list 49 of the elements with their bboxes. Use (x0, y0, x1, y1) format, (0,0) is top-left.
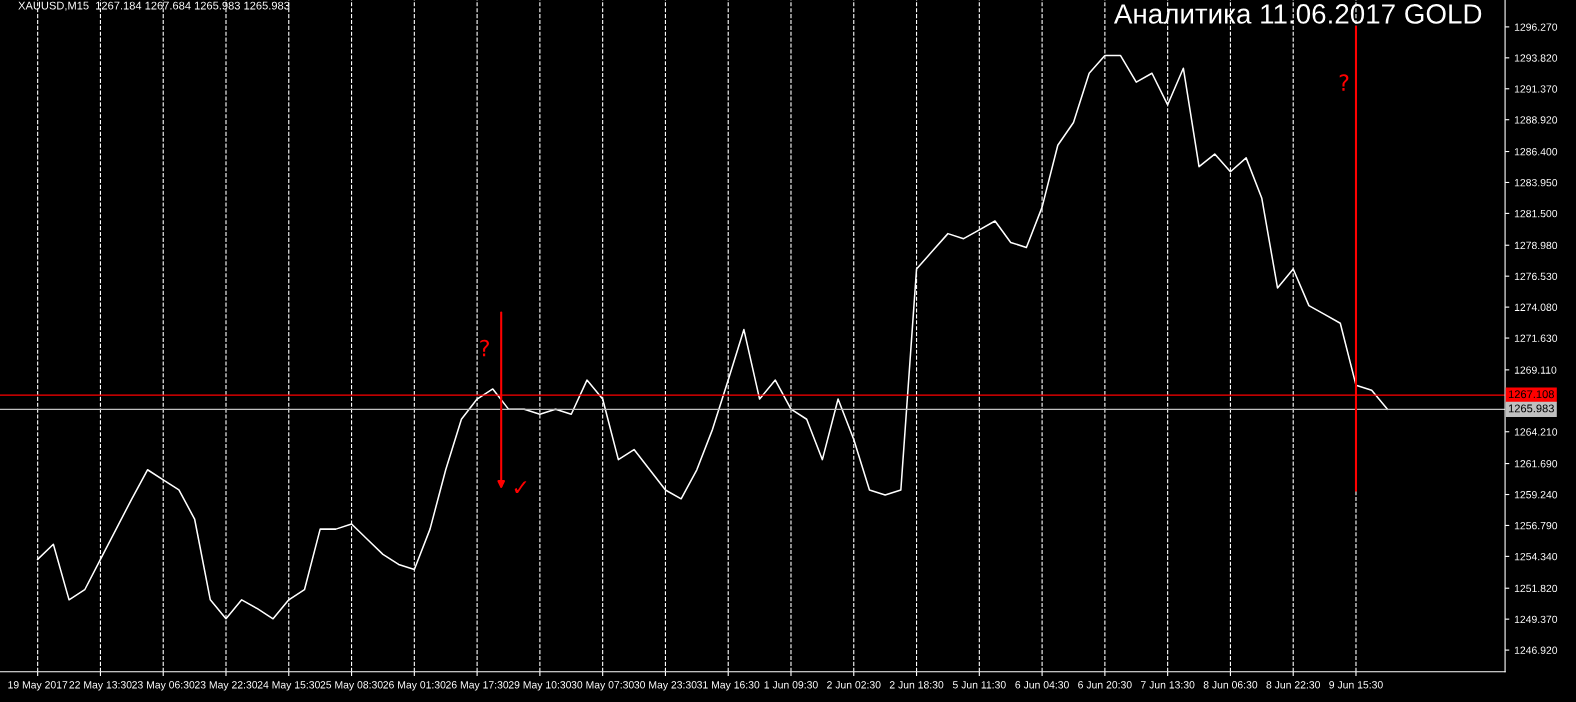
x-tick-label: 31 May 16:30 (697, 681, 760, 691)
ref-line-label: 1267.108 (1508, 390, 1554, 399)
x-tick-label: 6 Jun 20:30 (1078, 681, 1132, 689)
chart-subtitle: XAUUSD,M15 1267.184 1267.684 1265.983 1265.983 (18, 1, 290, 11)
y-tick-label: 1288.920 (1514, 116, 1558, 124)
annotation: ? (480, 339, 489, 357)
x-tick-label: 8 Jun 06:30 (1203, 681, 1258, 689)
y-tick-label: 1264.210 (1514, 428, 1558, 436)
y-tick-label: 1269.110 (1514, 366, 1557, 374)
y-tick-label: 1286.400 (1514, 148, 1558, 156)
x-tick-label: 29 May 10:30 (508, 681, 572, 691)
x-tick-label: 2 Jun 02:30 (827, 681, 881, 689)
x-tick-label: 26 May 01:30 (383, 681, 446, 691)
y-tick-label: 1296.270 (1514, 23, 1558, 31)
x-tick-label: 24 May 15:30 (257, 681, 320, 691)
x-tick-label: 6 Jun 04:30 (1015, 681, 1069, 689)
y-tick-label: 1281.500 (1514, 209, 1558, 218)
y-tick-label: 1274.080 (1514, 303, 1558, 311)
x-tick-label: 7 Jun 13:30 (1140, 681, 1195, 689)
chart-title: Аналитика 11.06.2017 GOLD (1113, 4, 1482, 24)
x-tick-label: 23 May 06:30 (132, 681, 195, 691)
y-tick-label: 1291.370 (1514, 85, 1558, 93)
x-tick-label: 19 May 2017 (8, 681, 68, 691)
x-tick-label: 5 Jun 11:30 (952, 681, 1006, 689)
x-tick-label: 1 Jun 09:30 (764, 681, 818, 689)
y-tick-label: 1259.240 (1514, 491, 1558, 499)
x-tick-label: 2 Jun 18:30 (889, 681, 944, 689)
y-tick-label: 1271.630 (1514, 334, 1558, 342)
x-tick-label: 26 May 17:30 (446, 681, 509, 691)
x-tick-label: 9 Jun 15:30 (1329, 681, 1383, 689)
y-tick-label: 1249.370 (1514, 615, 1558, 624)
x-tick-label: 23 May 22:30 (194, 681, 258, 691)
y-tick-label: 1246.920 (1514, 646, 1558, 654)
x-tick-label: 22 May 13:30 (69, 681, 132, 691)
y-tick-label: 1293.820 (1514, 54, 1558, 62)
annotation: ✓ (514, 481, 527, 494)
x-tick-label: 30 May 07:30 (571, 681, 634, 691)
x-tick-label: 25 May 08:30 (320, 681, 383, 691)
annotation: ? (1339, 74, 1349, 91)
y-tick-label: 1276.530 (1514, 272, 1558, 281)
ref-line-label: 1265.983 (1508, 404, 1554, 413)
y-tick-label: 1251.820 (1514, 584, 1558, 593)
y-tick-label: 1256.790 (1514, 521, 1558, 530)
x-tick-label: 30 May 23:30 (634, 681, 697, 691)
y-tick-label: 1278.980 (1514, 241, 1558, 250)
y-tick-label: 1261.690 (1514, 460, 1558, 468)
x-tick-label: 8 Jun 22:30 (1266, 681, 1321, 689)
y-tick-label: 1283.950 (1514, 178, 1558, 187)
y-tick-label: 1254.340 (1514, 552, 1558, 561)
